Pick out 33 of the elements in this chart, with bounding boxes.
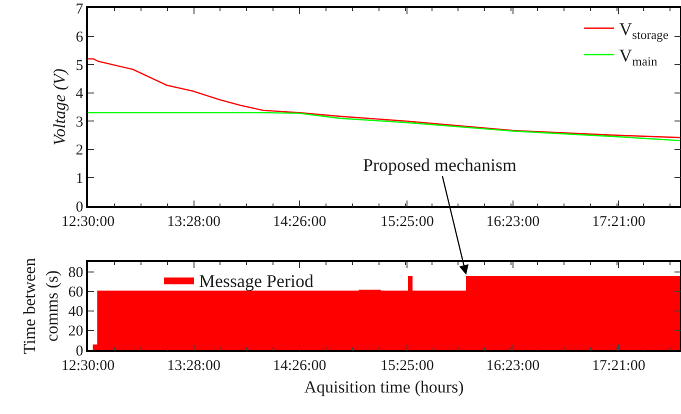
y-tick-label: 2	[76, 142, 84, 159]
y-axis-title: Time between comms (s)	[20, 257, 62, 354]
y-tick-label: 60	[68, 284, 84, 301]
legend-label: Message Period	[199, 271, 314, 292]
legend-label: V$_{main}$	[619, 46, 658, 68]
y-tick-label: 20	[68, 324, 84, 340]
x-tick-label: 15:25:00	[380, 358, 434, 374]
x-tick-label: 14:26:00	[272, 358, 326, 374]
x-tick-label: 17:21:00	[592, 214, 646, 230]
x-tick-label: 15:25:00	[380, 214, 434, 230]
x-tick-label: 16:23:00	[486, 358, 540, 374]
y-tick-label: 5	[76, 58, 84, 74]
y-tick-label: 40	[68, 304, 84, 320]
y-tick-label: 80	[68, 265, 84, 282]
x-axis-title: Aquisition time (hours)	[304, 378, 464, 397]
x-tick-label: 12:30:00	[61, 214, 115, 230]
y-tick-label: 0	[76, 343, 84, 360]
x-tick-label: 12:30:00	[61, 358, 115, 374]
annotation: Proposed mechanism	[363, 155, 516, 175]
x-tick-label: 17:21:00	[592, 358, 646, 374]
y-tick-label: 1	[76, 170, 84, 187]
legend-label: V$_{storage}$	[619, 19, 669, 42]
y-tick-label: 7	[76, 1, 84, 18]
x-tick-label: 14:26:00	[272, 214, 326, 230]
line-series	[88, 112, 680, 142]
y-tick-label: 4	[76, 86, 84, 102]
x-tick-label: 13:28:00	[167, 358, 220, 374]
x-tick-label: 13:28:00	[167, 214, 220, 230]
x-tick-label: 16:23:00	[486, 214, 540, 230]
y-tick-label: 3	[76, 114, 84, 130]
y-axis-title: Voltage (V)	[50, 68, 69, 146]
y-tick-label: 0	[76, 199, 84, 216]
y-tick-label: 6	[76, 30, 84, 46]
